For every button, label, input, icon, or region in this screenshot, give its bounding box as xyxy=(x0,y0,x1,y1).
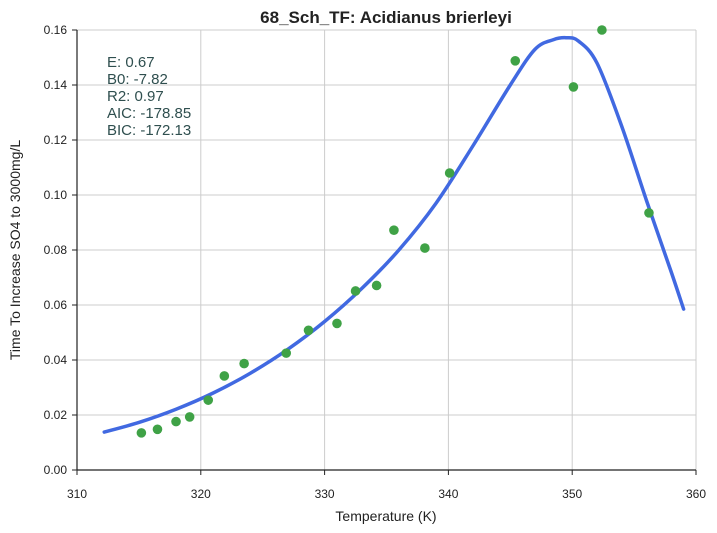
data-point xyxy=(510,56,521,66)
x-tick-label: 320 xyxy=(191,487,211,501)
data-point xyxy=(420,243,430,253)
data-point xyxy=(350,286,361,296)
fit-curve-layer xyxy=(102,35,686,434)
chart-title: 68_Sch_TF: Acidianus brierleyi xyxy=(260,8,512,27)
y-tick-label: 0.04 xyxy=(44,353,68,367)
data-point xyxy=(184,412,195,422)
stat-bic: BIC: -172.13 xyxy=(107,122,191,139)
stat-r2: R2: 0.97 xyxy=(107,88,164,105)
grid-lines xyxy=(76,29,697,471)
axes xyxy=(72,29,697,475)
data-points xyxy=(136,25,654,438)
x-tick-label: 340 xyxy=(438,487,458,501)
fit-curve-line xyxy=(102,35,686,434)
y-tick-label: 0.08 xyxy=(44,243,68,257)
data-point xyxy=(239,358,249,369)
data-point xyxy=(152,424,163,435)
x-tick-label: 350 xyxy=(562,487,582,501)
y-tick-label: 0.06 xyxy=(44,298,68,312)
data-point xyxy=(644,208,654,218)
y-tick-label: 0.10 xyxy=(44,188,68,202)
y-tick-label: 0.02 xyxy=(44,408,68,422)
x-axis-label: Temperature (K) xyxy=(335,508,436,524)
stat-e: E: 0.67 xyxy=(107,54,155,71)
y-tick-label: 0.12 xyxy=(44,133,68,147)
tick-labels: 310 320 330 340 350 360 0.00 0.02 0.04 0.06 0.08 0.… xyxy=(44,23,707,501)
y-tick-label: 0.00 xyxy=(44,463,68,477)
y-axis-label: Time To Increase SO4 to 3000mg/L xyxy=(7,140,23,360)
data-point xyxy=(371,280,382,291)
data-point xyxy=(597,25,607,35)
stat-b0: B0: -7.82 xyxy=(107,71,168,88)
x-tick-label: 310 xyxy=(67,487,87,501)
x-tick-label: 360 xyxy=(686,487,706,501)
y-tick-label: 0.16 xyxy=(44,23,68,37)
data-point xyxy=(332,318,342,329)
data-point xyxy=(568,82,579,92)
data-point xyxy=(444,168,455,178)
x-tick-label: 330 xyxy=(315,487,335,501)
stats-annotation: E: 0.67 B0: -7.82 R2: 0.97 AIC: -178.85 … xyxy=(107,54,191,139)
data-point xyxy=(136,428,147,438)
stat-aic: AIC: -178.85 xyxy=(107,105,191,122)
data-point xyxy=(303,325,314,336)
data-point xyxy=(171,416,181,427)
data-point xyxy=(203,395,214,405)
data-point xyxy=(281,348,292,358)
data-point xyxy=(219,371,230,381)
y-tick-label: 0.14 xyxy=(44,78,68,92)
data-point xyxy=(389,225,399,235)
